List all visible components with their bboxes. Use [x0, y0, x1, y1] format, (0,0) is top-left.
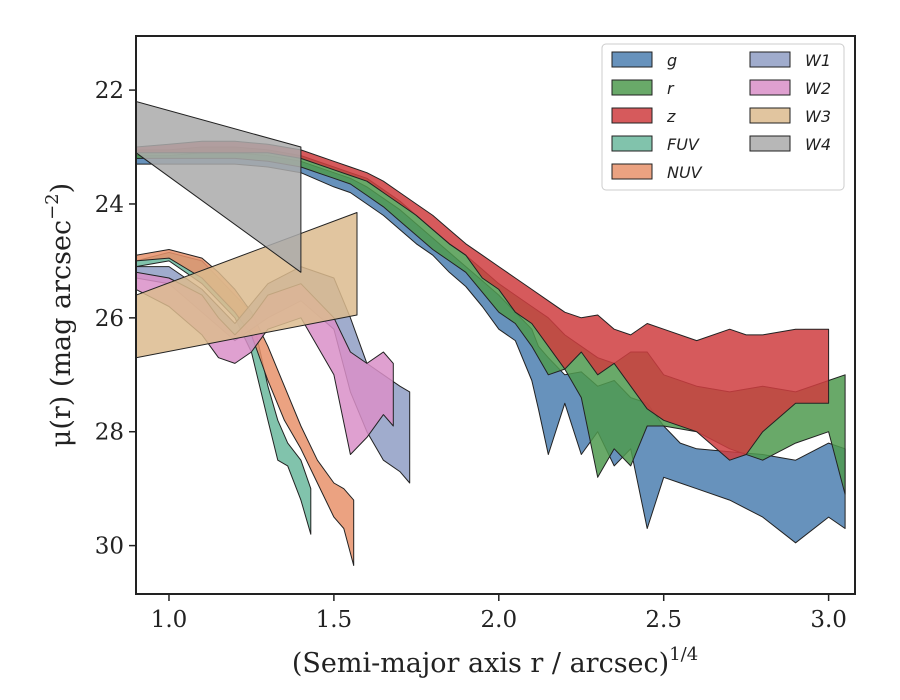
legend-swatch-g [611, 51, 653, 68]
x-tick-label: 1.5 [316, 607, 353, 633]
y-tick-label: 24 [95, 192, 124, 218]
x-tick-label: 2.0 [481, 607, 518, 633]
legend-label-nuv: NUV [667, 163, 703, 182]
legend-swatch-w4 [749, 135, 791, 152]
legend-label-r: r [667, 79, 675, 98]
plot-frame [135, 35, 856, 595]
band-z [136, 140, 830, 461]
x-axis-title: (Semi-major axis r / arcsec)1/4 [292, 644, 698, 679]
legend-swatch-z [611, 107, 653, 124]
x-tick-label: 1.0 [151, 607, 188, 633]
legend-label-g: g [667, 51, 677, 70]
legend-label-z: z [666, 107, 676, 126]
legend-swatch-w1 [749, 51, 791, 68]
x-tick-label: 2.5 [645, 607, 682, 633]
legend: grz FUV NUV W1 W2 W3 W4 [601, 43, 845, 191]
legend-label-w4: W4 [805, 135, 831, 154]
y-tick-label: 22 [95, 78, 124, 104]
y-tick-label: 30 [95, 534, 124, 560]
y-axis-ticks: 22 24 26 28 30 [95, 78, 136, 560]
x-tick-label: 3.0 [810, 607, 847, 633]
legend-swatch-fuv [611, 135, 653, 152]
y-tick-label: 28 [95, 420, 124, 446]
legend-label-fuv: FUV [667, 135, 700, 154]
y-tick-label: 26 [95, 306, 124, 332]
legend-label-w3: W3 [805, 107, 831, 126]
legend-label-w1: W1 [805, 51, 831, 70]
legend-label-w2: W2 [805, 79, 831, 98]
legend-swatch-r [611, 79, 653, 96]
legend-swatch-w3 [749, 107, 791, 124]
x-axis-ticks: 1.0 1.5 2.0 2.5 3.0 [151, 594, 847, 633]
band-w4 [136, 101, 302, 273]
profile-bands [136, 101, 846, 566]
legend-swatch-nuv [611, 163, 653, 180]
legend-swatch-w2 [749, 79, 791, 96]
y-axis-title: μ(r) (mag arcsec−2) [42, 183, 77, 447]
